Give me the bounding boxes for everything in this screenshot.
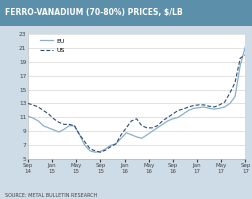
Text: FERRO-VANADIUM (70-80%) PRICES, $/LB: FERRO-VANADIUM (70-80%) PRICES, $/LB xyxy=(5,8,182,18)
Legend: EU, US: EU, US xyxy=(40,38,65,53)
Text: SOURCE: METAL BULLETIN RESEARCH: SOURCE: METAL BULLETIN RESEARCH xyxy=(5,193,97,198)
